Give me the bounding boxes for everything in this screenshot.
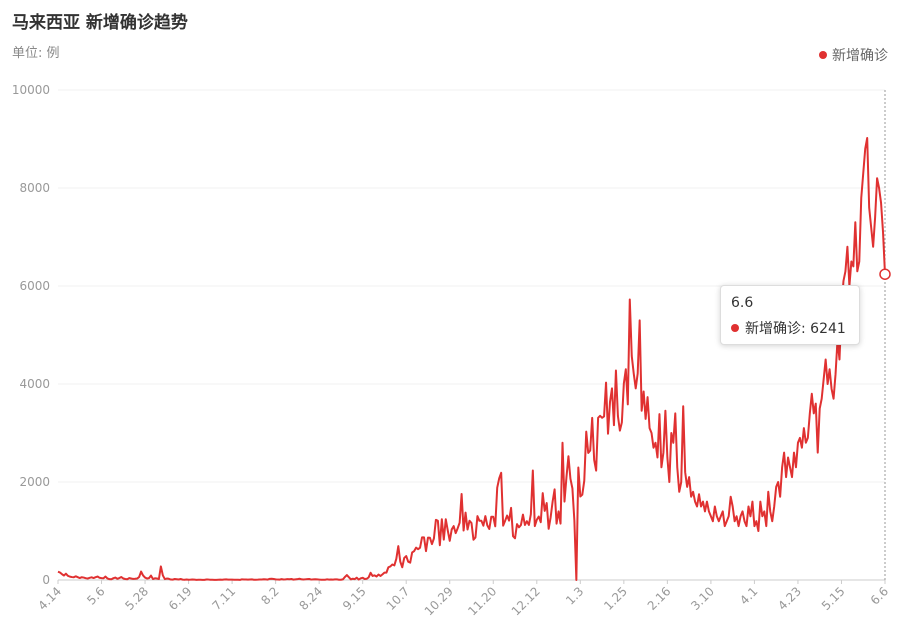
x-tick-label: 6.19: [166, 584, 195, 613]
line: [57, 137, 886, 581]
x-tick-label: 8.24: [296, 584, 325, 613]
x-tick-label: 4.14: [35, 584, 64, 613]
x-tick-label: 5.6: [84, 584, 107, 607]
x-tick-label: 6.6: [868, 584, 891, 607]
legend-marker: [819, 51, 827, 59]
x-tick-label: 4.1: [737, 584, 760, 607]
y-tick-label: 2000: [19, 475, 50, 489]
x-tick-label: 2.16: [645, 584, 674, 613]
x-tick-label: 12.12: [509, 584, 543, 618]
x-tick-label: 11.20: [465, 584, 499, 618]
tooltip-dot: [731, 324, 739, 332]
y-tick-label: 0: [42, 573, 50, 587]
x-tick-label: 5.15: [819, 584, 848, 613]
tooltip-series-name: 新增确诊: [745, 321, 810, 337]
x-tick-label: 1.25: [601, 584, 630, 613]
chart-title: 马来西亚 新增确诊趋势: [12, 12, 188, 33]
x-tick-label: 7.11: [209, 584, 238, 613]
y-tick-label: 8000: [19, 181, 50, 195]
x-tick-label: 9.15: [340, 584, 369, 613]
tooltip-title: 6.6: [731, 295, 754, 311]
x-tick-label: 1.3: [563, 584, 586, 607]
x-tick-label: 10.7: [384, 584, 413, 613]
tooltip: 6.6 新增确诊6241: [720, 285, 860, 345]
x-tick-label: 3.10: [688, 584, 717, 613]
tooltip-value: 6241: [810, 321, 846, 337]
chart-subtitle: 单位: 例: [12, 46, 60, 61]
y-tick-label: 4000: [19, 377, 50, 391]
legend-label: 新增确诊: [832, 48, 888, 64]
tooltip-row: 新增确诊6241: [731, 318, 846, 338]
y-tick-label: 6000: [19, 279, 50, 293]
x-tick-label: 5.28: [122, 584, 151, 613]
x-tick-label: 4.23: [775, 584, 804, 613]
x-tick-label: 8.2: [258, 584, 281, 607]
x-tick-label: 10.29: [422, 584, 456, 618]
y-tick-label: 10000: [12, 83, 50, 97]
highlight-point: [879, 268, 891, 280]
